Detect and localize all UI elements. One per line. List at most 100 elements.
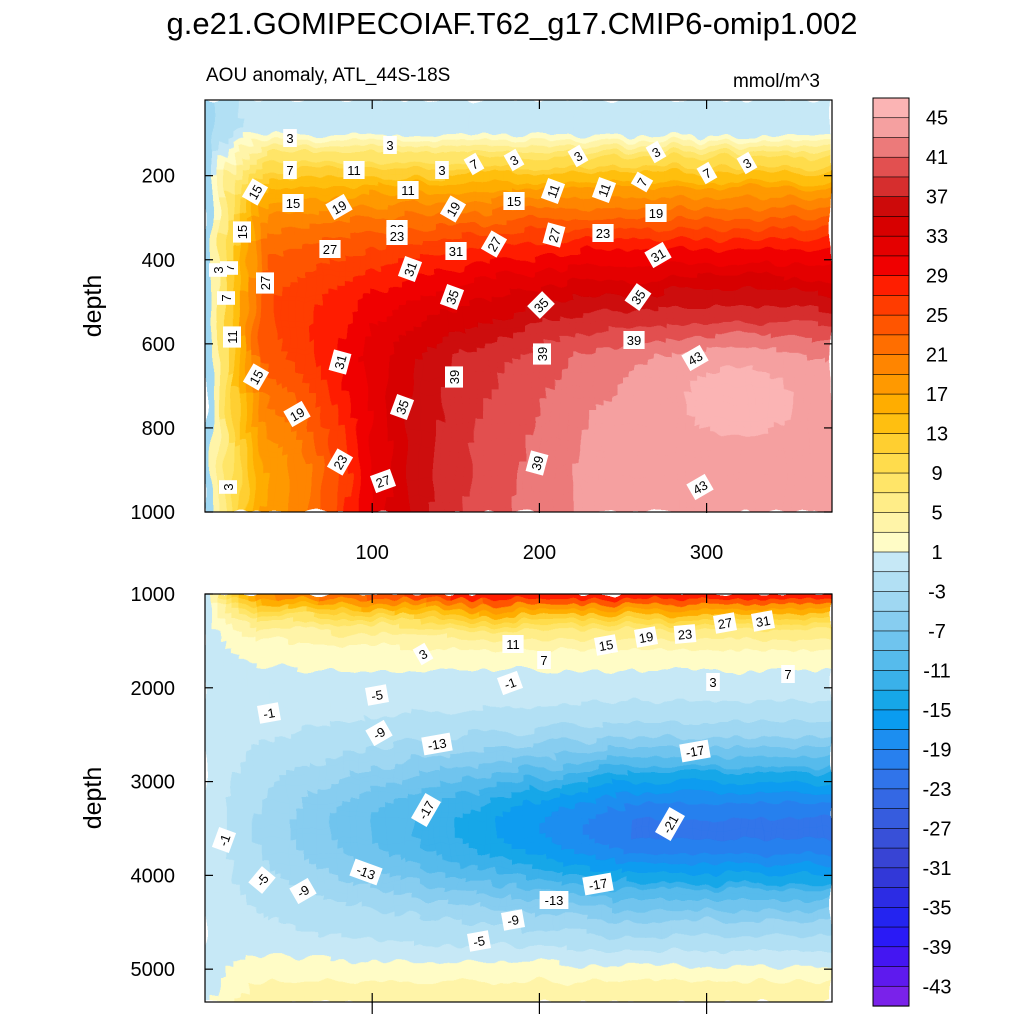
contour-cell xyxy=(811,275,819,281)
contour-cell xyxy=(518,177,527,183)
contour-cell xyxy=(267,367,276,374)
contour-cell xyxy=(706,223,715,230)
contour-cell xyxy=(302,280,311,286)
contour-cell xyxy=(525,372,534,379)
contour-cell xyxy=(400,378,408,384)
contour-cell xyxy=(205,269,213,276)
contour-cell xyxy=(518,275,527,281)
contour-cell xyxy=(636,115,645,122)
contour-cell xyxy=(643,172,652,178)
contour-cell xyxy=(546,280,554,286)
contour-cell xyxy=(685,105,694,111)
contour-cell xyxy=(574,172,582,178)
contour-cell xyxy=(692,336,701,343)
contour-cell xyxy=(205,233,213,240)
contour-cell xyxy=(295,187,304,194)
contour-cell xyxy=(497,280,506,286)
contour-cell xyxy=(706,110,715,117)
contour-cell xyxy=(574,120,582,127)
contour-cell xyxy=(344,347,352,353)
contour-cell xyxy=(246,249,255,256)
contour-cell xyxy=(504,269,513,276)
contour-cell xyxy=(400,166,408,173)
contour-cell xyxy=(386,280,394,286)
contour-cell xyxy=(748,213,756,220)
contour-cell xyxy=(762,208,770,214)
contour-cell xyxy=(664,166,673,173)
contour-cell xyxy=(713,342,722,348)
contour-cell xyxy=(664,264,673,271)
contour-cell xyxy=(267,223,276,230)
contour-cell xyxy=(692,120,701,127)
contour-cell xyxy=(804,223,812,230)
contour-cell xyxy=(400,197,408,204)
contour-cell xyxy=(616,306,624,312)
contour-cell xyxy=(511,254,520,261)
contour-cell xyxy=(358,218,366,225)
contour-cell xyxy=(309,336,318,343)
contour-cell xyxy=(748,223,756,230)
contour-cell xyxy=(400,151,408,158)
contour-cell xyxy=(713,177,722,183)
contour-cell xyxy=(400,295,408,302)
contour-cell xyxy=(602,347,610,353)
contour-cell xyxy=(636,192,645,199)
contour-cell xyxy=(706,352,715,359)
contour-cell xyxy=(344,239,352,245)
contour-cell xyxy=(650,233,659,240)
contour-cell xyxy=(588,275,596,281)
contour-cell xyxy=(783,311,791,317)
contour-cell xyxy=(497,362,506,369)
contour-cell xyxy=(811,177,819,183)
contour-cell xyxy=(825,218,832,225)
contour-cell xyxy=(379,233,387,240)
contour-cell xyxy=(288,372,297,379)
contour-cell xyxy=(316,378,325,384)
contour-cell xyxy=(218,244,227,250)
contour-cell xyxy=(441,352,450,359)
contour-cell xyxy=(476,367,485,374)
contour-cell xyxy=(211,290,220,297)
contour-cell xyxy=(288,285,297,292)
contour-cell xyxy=(671,125,680,132)
contour-cell xyxy=(616,285,624,292)
contour-cell xyxy=(469,362,478,369)
contour-cell xyxy=(448,357,457,364)
upper-panel: AOU anomaly, ATL_44S-18S mmol/m^3 3 33 3 33… xyxy=(79,65,833,564)
contour-cell xyxy=(476,295,485,302)
contour-cell xyxy=(218,146,227,153)
contour-cell xyxy=(713,259,722,266)
contour-cell xyxy=(288,378,297,384)
contour-cell xyxy=(727,136,736,142)
contour-cell xyxy=(434,331,443,338)
contour-cell xyxy=(434,115,443,122)
contour-cell xyxy=(741,213,749,220)
contour-cell xyxy=(776,156,784,163)
contour-cell xyxy=(469,125,478,132)
contour-cell xyxy=(504,110,513,117)
contour-cell xyxy=(330,233,338,240)
contour-cell xyxy=(225,316,234,323)
contour-cell xyxy=(678,367,687,374)
contour-cell xyxy=(260,316,269,323)
contour-cell xyxy=(407,172,415,178)
contour-cell xyxy=(288,280,297,286)
contour-cell xyxy=(762,228,770,235)
contour-cell xyxy=(260,326,269,333)
contour-cell xyxy=(553,331,561,338)
contour-cell xyxy=(218,110,227,117)
contour-cell xyxy=(727,115,736,122)
contour-cell xyxy=(727,187,736,194)
contour-cell xyxy=(804,244,812,250)
contour-cell xyxy=(783,233,791,240)
contour-cell xyxy=(741,125,749,132)
contour-cell xyxy=(699,321,708,328)
contour-cell xyxy=(643,239,652,245)
contour-cell xyxy=(790,166,798,173)
contour-cell xyxy=(797,342,805,348)
contour-cell xyxy=(497,321,506,328)
contour-cell xyxy=(490,264,499,271)
contour-cell xyxy=(497,352,506,359)
contour-cell xyxy=(727,125,736,132)
contour-cell xyxy=(420,146,429,153)
